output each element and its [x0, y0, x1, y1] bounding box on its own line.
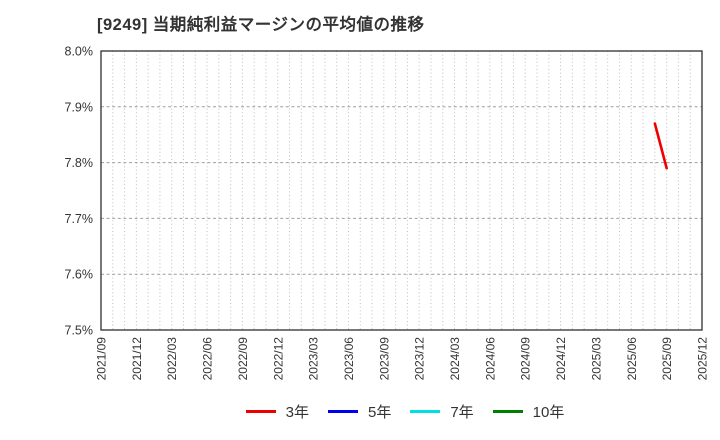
legend-item: 10年 [492, 401, 565, 422]
x-tick-label: 2025/06 [625, 337, 639, 381]
x-tick-label: 2022/03 [165, 337, 179, 381]
y-tick-label: 7.8% [65, 156, 94, 170]
x-tick-label: 2024/03 [448, 337, 462, 381]
x-tick-label: 2022/06 [201, 337, 215, 381]
plot-border [100, 50, 703, 331]
x-tick-label: 2025/03 [589, 337, 603, 381]
y-tick-label: 7.7% [65, 212, 94, 226]
x-tick-label: 2022/09 [236, 337, 250, 381]
y-tick-label: 7.6% [65, 268, 94, 282]
legend: 3年 5年 7年 10年 [0, 401, 720, 422]
y-tick-label: 7.5% [65, 324, 94, 338]
legend-label: 10年 [532, 404, 565, 421]
x-tick-label: 2024/12 [554, 337, 568, 381]
x-tick-label: 2025/09 [660, 337, 674, 381]
x-tick-label: 2023/06 [342, 337, 356, 381]
legend-item: 5年 [327, 401, 392, 422]
x-tick-label: 2021/09 [95, 337, 109, 381]
legend-item: 3年 [245, 401, 309, 422]
legend-label: 5年 [367, 404, 392, 421]
series-line [653, 122, 668, 170]
x-tick-label: 2025/12 [696, 337, 710, 381]
x-tick-label: 2023/03 [307, 337, 321, 381]
legend-item: 7年 [410, 401, 474, 422]
legend-line-swatch [410, 410, 441, 413]
legend-line-swatch [492, 410, 523, 413]
x-tick-label: 2024/09 [519, 337, 533, 381]
y-tick-label: 8.0% [65, 45, 94, 59]
x-tick-label: 2021/12 [130, 337, 144, 381]
legend-label: 7年 [450, 404, 474, 421]
legend-line-swatch [245, 410, 276, 413]
legend-line-swatch [327, 410, 358, 413]
legend-label: 3年 [285, 404, 309, 421]
x-tick-label: 2024/06 [483, 337, 497, 381]
x-tick-label: 2023/12 [413, 337, 427, 381]
x-tick-label: 2023/09 [377, 337, 391, 381]
x-tick-label: 2022/12 [271, 337, 285, 381]
y-tick-label: 7.9% [65, 100, 94, 114]
chart-title: [9249] 当期純利益マージンの平均値の推移 [97, 16, 425, 34]
